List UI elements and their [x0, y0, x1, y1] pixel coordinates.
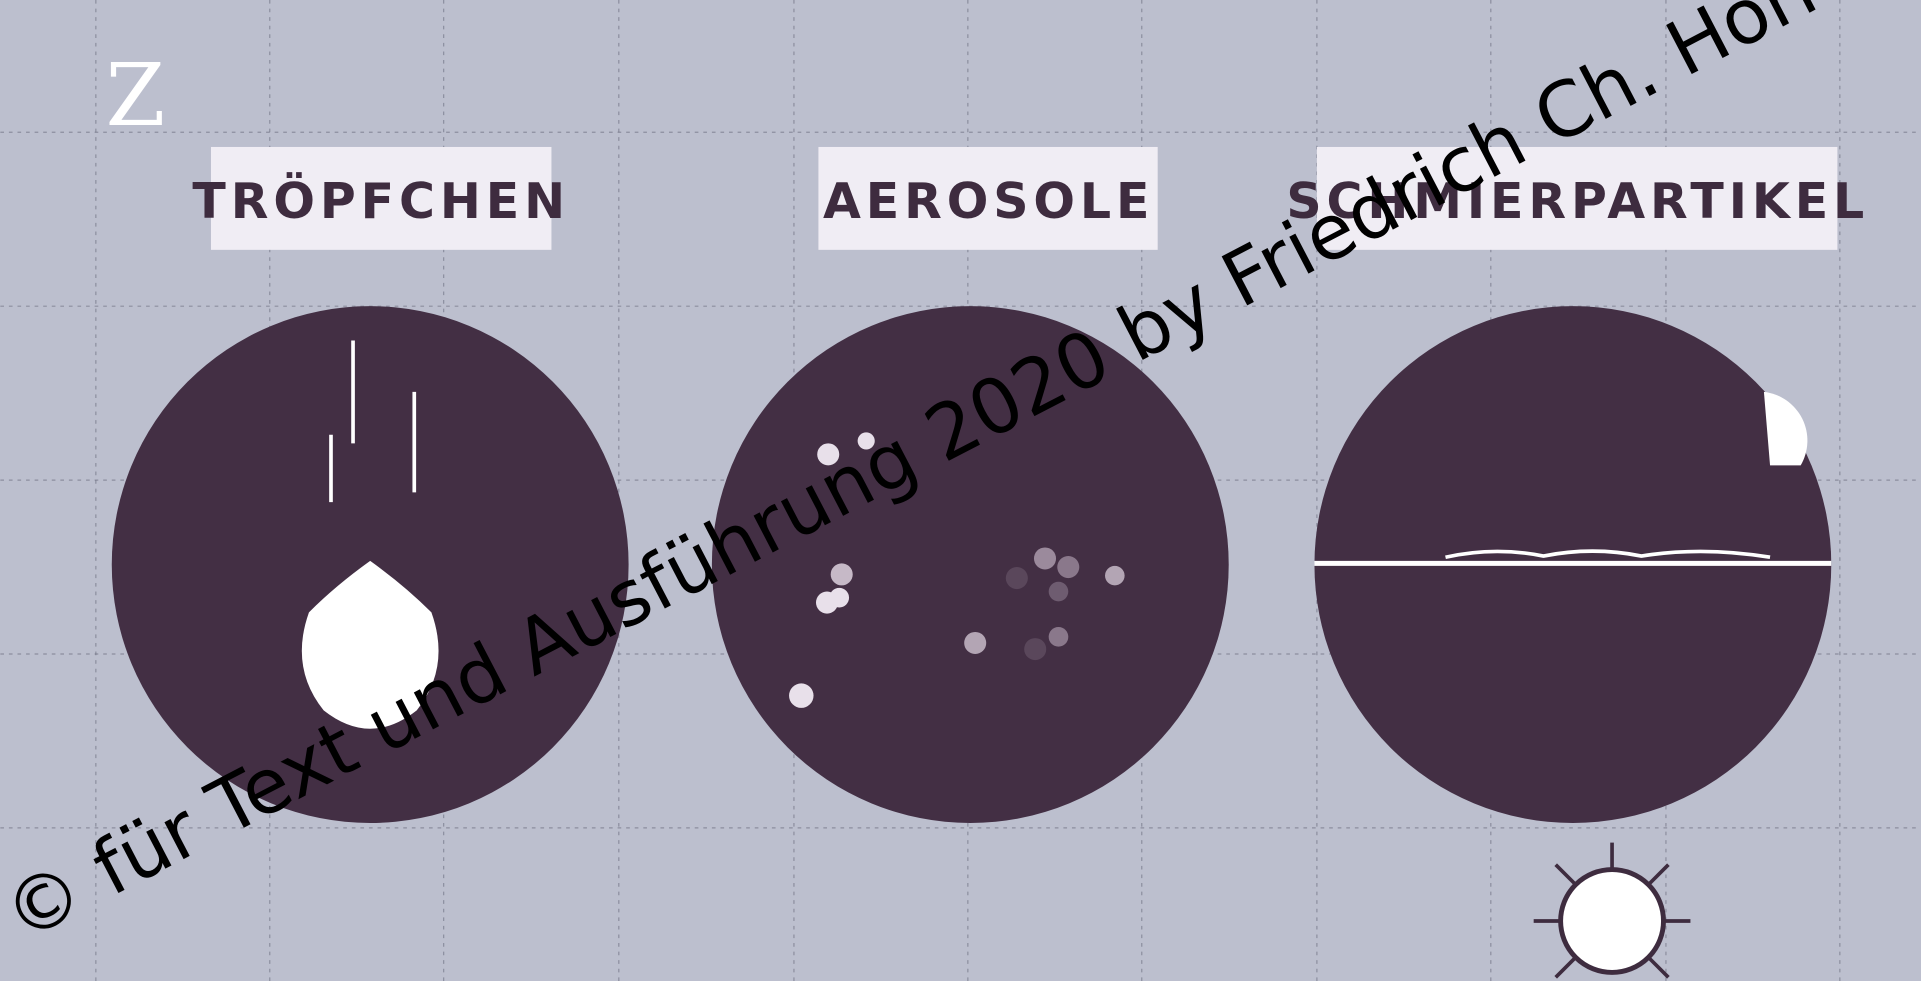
label: TRÖPFCHEN — [192, 171, 570, 230]
logo: Z — [106, 46, 166, 146]
label: AEROSOLE — [823, 173, 1154, 230]
infographic: Z TRÖPFCHEN AEROSOLE SCHMIERPARTIKEL — [0, 0, 1921, 981]
page: Z TRÖPFCHEN AEROSOLE SCHMIERPARTIKEL — [0, 0, 1921, 981]
